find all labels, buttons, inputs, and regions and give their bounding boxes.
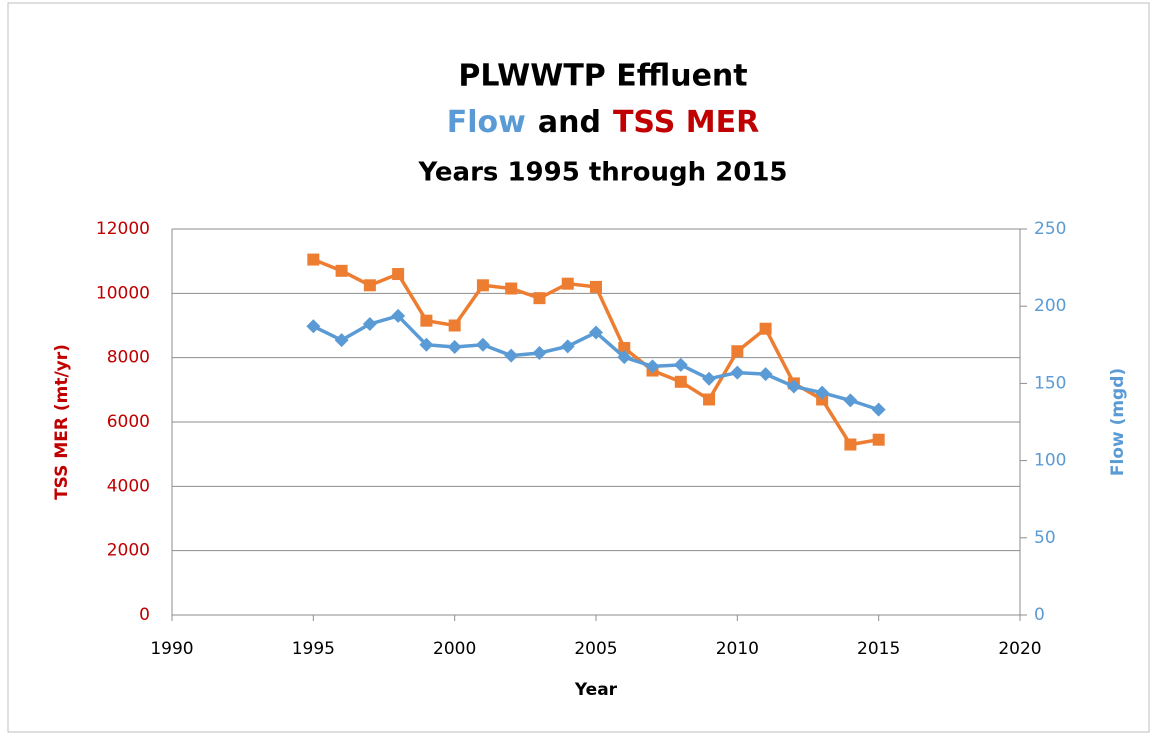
y2-tick-label: 250 (1034, 219, 1066, 239)
marker (447, 339, 462, 354)
y-tick-label: 4000 (107, 476, 150, 496)
marker (673, 357, 688, 372)
y-tick-label: 10000 (96, 283, 150, 303)
marker (448, 319, 461, 332)
marker (590, 280, 602, 293)
marker (307, 253, 320, 266)
x-tick-label: 2000 (433, 639, 476, 659)
y2-tick-label: 150 (1034, 373, 1066, 393)
marker (476, 279, 489, 292)
x-axis-label: Year (574, 680, 618, 700)
marker (758, 367, 773, 382)
marker (618, 342, 631, 355)
x-tick-label: 1990 (150, 639, 193, 659)
marker (561, 277, 574, 290)
marker (703, 393, 716, 406)
y2-tick-label: 200 (1034, 296, 1066, 316)
marker (844, 438, 857, 451)
chart-title-parts: Flow and TSS MER (447, 105, 759, 140)
title-part: Flow (447, 105, 526, 140)
x-tick-label: 1995 (292, 639, 335, 659)
marker (731, 345, 744, 358)
marker (334, 333, 349, 348)
y-tick-label: 0 (139, 605, 150, 625)
marker (419, 337, 434, 352)
x-tick-label: 2015 (857, 639, 900, 659)
marker (589, 325, 603, 340)
x-tick-label: 2005 (574, 639, 617, 659)
marker (505, 282, 518, 295)
marker (871, 402, 886, 417)
marker (532, 345, 547, 360)
x-tick-label: 2010 (716, 639, 759, 659)
chart-subtitle: Years 1995 through 2015 (417, 158, 787, 188)
y2-axis-label: Flow (mgd) (1108, 368, 1128, 476)
y2-tick-label: 100 (1034, 451, 1066, 471)
y2-tick-label: 0 (1034, 605, 1045, 625)
marker (420, 314, 433, 327)
marker (504, 348, 519, 363)
marker (759, 322, 772, 335)
marker (362, 316, 377, 331)
marker (391, 308, 406, 323)
y-tick-label: 12000 (96, 219, 150, 239)
marker (560, 339, 575, 354)
marker (363, 279, 376, 292)
marker (392, 268, 405, 281)
y-tick-label: 6000 (107, 412, 150, 432)
marker (815, 385, 830, 400)
marker (702, 371, 717, 386)
marker (533, 292, 546, 305)
marker (786, 379, 801, 394)
marker (335, 264, 348, 277)
chart-border (7, 2, 1150, 733)
marker (674, 375, 687, 388)
y-tick-label: 2000 (107, 541, 150, 561)
title-part: and (538, 105, 601, 140)
marker (617, 350, 632, 365)
title-part: TSS MER (613, 105, 759, 140)
y2-tick-label: 50 (1034, 528, 1056, 548)
marker (306, 319, 321, 334)
marker (730, 365, 745, 380)
marker (645, 359, 660, 374)
marker (843, 393, 858, 408)
marker (872, 433, 885, 446)
x-tick-label: 2020 (998, 639, 1041, 659)
y-axis-label: TSS MER (mt/yr) (52, 344, 72, 500)
chart-title: PLWWTP Effluent (458, 59, 747, 94)
marker (475, 337, 490, 352)
y-tick-label: 8000 (107, 348, 150, 368)
